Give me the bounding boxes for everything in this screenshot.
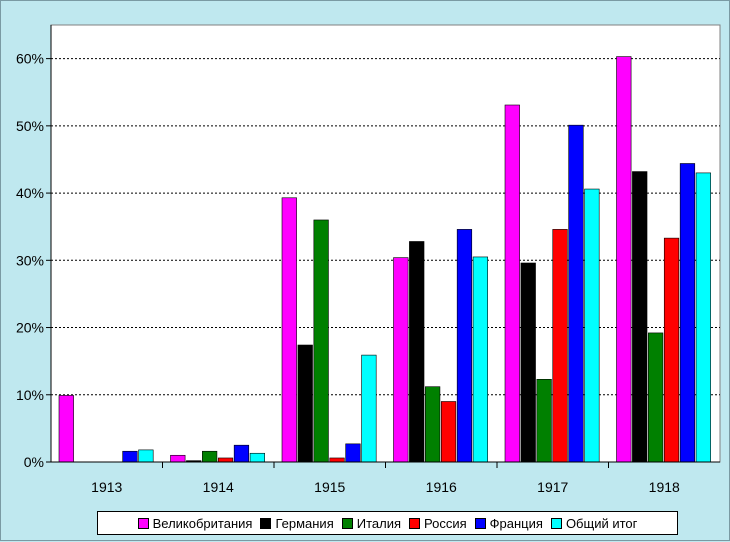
bar-1918-4 [679,163,696,463]
y-tick-label: 40% [16,185,44,201]
bar-1914-0 [170,454,186,463]
bar-1915-4 [345,443,361,463]
legend-item: Италия [341,515,402,531]
bar-1918-0 [616,56,632,463]
bar-1914-2 [202,450,218,463]
bar-1917-5 [584,188,600,463]
legend: Великобритания Германия Италия Россия Франци… [97,511,678,535]
bar-1916-5 [472,256,488,463]
bar-1915-5 [361,354,377,463]
legend-label: Германия [275,515,334,531]
x-tick-label: 1918 [649,479,680,495]
legend-item: Общий итог [550,515,638,531]
x-tick-label: 1913 [91,479,122,495]
legend-swatch [341,517,353,529]
bars [58,56,711,463]
legend-label: Великобритания [152,515,253,531]
bar-1916-1 [409,241,425,463]
bar-1914-5 [249,452,265,463]
x-tick-label: 1916 [426,479,457,495]
bar-1915-3 [329,457,345,463]
y-tick-label: 50% [16,118,44,134]
legend-item: Германия [260,515,334,531]
legend-label: Общий итог [565,515,638,531]
legend-swatch [409,517,421,529]
x-tick-label: 1915 [314,479,345,495]
bar-1917-4 [568,124,584,463]
y-tick-label: 20% [16,320,44,336]
bar-1917-3 [552,229,568,463]
y-tick-label: 30% [16,252,44,268]
legend-swatch [474,517,486,529]
legend-item: Великобритания [137,515,253,531]
y-tick-label: 60% [16,51,44,67]
legend-label: Россия [424,515,467,531]
legend-label: Италия [356,515,402,531]
bar-1914-4 [233,444,250,463]
bar-1916-2 [425,386,441,463]
bar-1918-5 [695,172,711,463]
axes: 0% 10% 20% 30% 40% 50% 60% 1913 1914 1915 1916 1917… [16,25,720,495]
bar-1917-0 [504,104,520,463]
bar-1917-1 [520,262,536,463]
legend-swatch [260,517,272,529]
y-tick-label: 10% [16,387,44,403]
bar-1913-0 [58,395,74,463]
grid-lines [51,58,720,396]
plot-area [50,24,721,463]
x-tick-label: 1917 [537,479,568,495]
x-tick-label: 1914 [203,479,234,495]
bar-1916-3 [440,401,457,463]
bar-1918-2 [648,332,664,463]
legend-label: Франция [489,515,543,531]
bar-1918-3 [663,237,680,463]
legend-item: Россия [409,516,467,531]
bar-1913-5 [138,449,154,463]
bar-1914-3 [217,457,234,463]
bar-1915-1 [297,344,313,463]
legend-swatch [137,517,149,529]
bar-1915-2 [313,219,329,463]
legend-item: Франция [474,515,543,531]
bar-1913-4 [122,450,138,463]
bar-1915-0 [281,197,297,463]
bar-1917-2 [536,379,552,463]
bar-1918-1 [632,171,648,463]
bar-1916-0 [393,257,409,463]
y-tick-label: 0% [24,454,44,470]
bar-1916-4 [456,229,473,463]
legend-swatch [550,517,562,529]
